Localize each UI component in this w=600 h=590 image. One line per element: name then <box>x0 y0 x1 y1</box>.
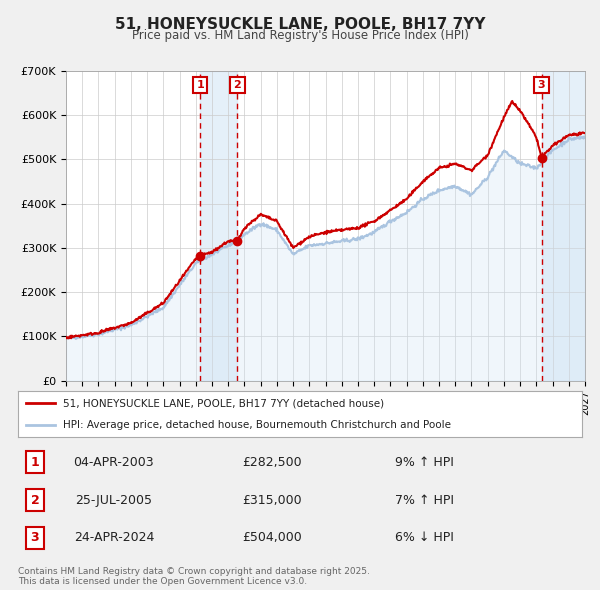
Text: £315,000: £315,000 <box>242 493 302 507</box>
Bar <box>200 71 238 381</box>
Text: £282,500: £282,500 <box>242 455 302 468</box>
Text: 25-JUL-2005: 25-JUL-2005 <box>76 493 152 507</box>
Text: Contains HM Land Registry data © Crown copyright and database right 2025.
This d: Contains HM Land Registry data © Crown c… <box>18 567 370 586</box>
Text: £504,000: £504,000 <box>242 532 302 545</box>
Text: Price paid vs. HM Land Registry's House Price Index (HPI): Price paid vs. HM Land Registry's House … <box>131 30 469 42</box>
Text: 24-APR-2024: 24-APR-2024 <box>74 532 154 545</box>
Text: 51, HONEYSUCKLE LANE, POOLE, BH17 7YY (detached house): 51, HONEYSUCKLE LANE, POOLE, BH17 7YY (d… <box>63 398 384 408</box>
Text: 7% ↑ HPI: 7% ↑ HPI <box>395 493 454 507</box>
Text: 3: 3 <box>538 80 545 90</box>
Text: 2: 2 <box>31 493 39 507</box>
Text: 2: 2 <box>233 80 241 90</box>
Text: 3: 3 <box>31 532 39 545</box>
Text: 6% ↓ HPI: 6% ↓ HPI <box>395 532 454 545</box>
Bar <box>542 71 585 381</box>
Text: 04-APR-2003: 04-APR-2003 <box>74 455 154 468</box>
Text: 9% ↑ HPI: 9% ↑ HPI <box>395 455 454 468</box>
Text: 1: 1 <box>31 455 39 468</box>
Text: 1: 1 <box>196 80 204 90</box>
Text: 51, HONEYSUCKLE LANE, POOLE, BH17 7YY: 51, HONEYSUCKLE LANE, POOLE, BH17 7YY <box>115 17 485 31</box>
Text: HPI: Average price, detached house, Bournemouth Christchurch and Poole: HPI: Average price, detached house, Bour… <box>63 420 451 430</box>
